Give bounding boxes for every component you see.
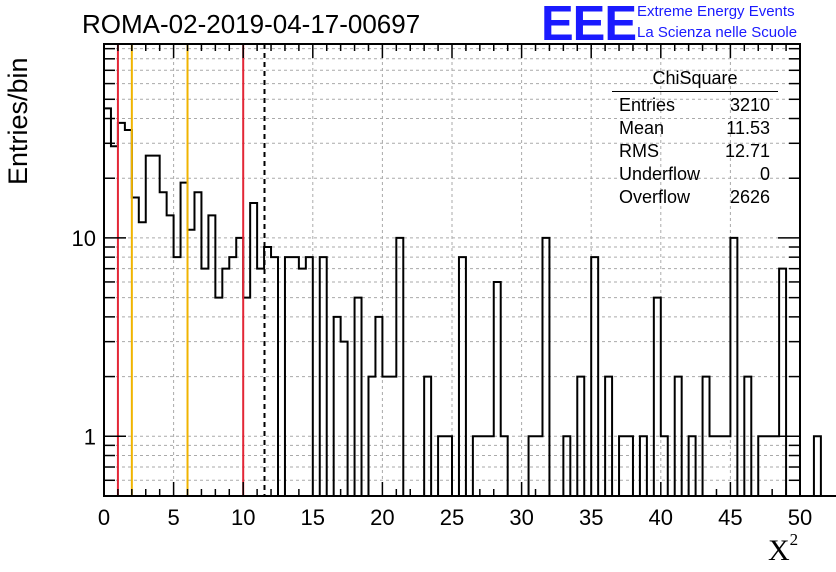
stats-row-mean: Mean 11.53 <box>612 117 778 140</box>
x-tick-label: 45 <box>718 505 742 530</box>
stats-label: RMS <box>619 141 659 161</box>
x-axis-label: X2 <box>768 530 798 568</box>
stats-label: Overflow <box>619 187 691 207</box>
stats-title: ChiSquare <box>612 68 778 92</box>
logo-text-line1: Extreme Energy Events <box>637 3 795 20</box>
x-tick-label: 50 <box>788 505 812 530</box>
stats-row-underflow: Underflow 0 <box>612 163 778 186</box>
y-tick-label: 10 <box>72 226 96 251</box>
y-axis-label: Entries/bin <box>3 57 33 185</box>
x-tick-label: 0 <box>98 505 110 530</box>
x-tick-label: 20 <box>370 505 394 530</box>
x-axis-label-superscript: 2 <box>789 530 799 549</box>
stats-value: 0 <box>759 164 770 184</box>
x-tick-label: 10 <box>231 505 255 530</box>
x-tick-label: 25 <box>440 505 464 530</box>
stats-box: ChiSquare Entries 3210 Mean 11.53 RMS 12… <box>612 68 778 209</box>
x-axis-label-base: X <box>768 534 790 567</box>
chart-title: ROMA-02-2019-04-17-00697 <box>82 9 421 39</box>
logo-text-line2: La Scienza nelle Scuole <box>637 24 798 41</box>
x-tick-label: 15 <box>301 505 325 530</box>
stats-value: 2626 <box>729 187 770 207</box>
stats-row-overflow: Overflow 2626 <box>612 186 778 209</box>
stats-row-entries: Entries 3210 <box>612 94 778 117</box>
histogram-line <box>103 107 836 497</box>
stats-value: 12.71 <box>724 141 770 161</box>
eee-logo: EEE <box>541 0 637 51</box>
stats-row-rms: RMS 12.71 <box>612 140 778 163</box>
y-tick-label: 1 <box>84 424 96 449</box>
x-tick-label: 30 <box>509 505 533 530</box>
x-tick-label: 5 <box>167 505 179 530</box>
stats-label: Mean <box>619 118 665 138</box>
stats-value: 11.53 <box>726 118 770 138</box>
x-tick-label: 40 <box>649 505 673 530</box>
stats-label: Underflow <box>619 164 701 184</box>
stats-value: 3210 <box>729 95 770 115</box>
stats-label: Entries <box>619 95 676 115</box>
x-tick-label: 35 <box>579 505 603 530</box>
